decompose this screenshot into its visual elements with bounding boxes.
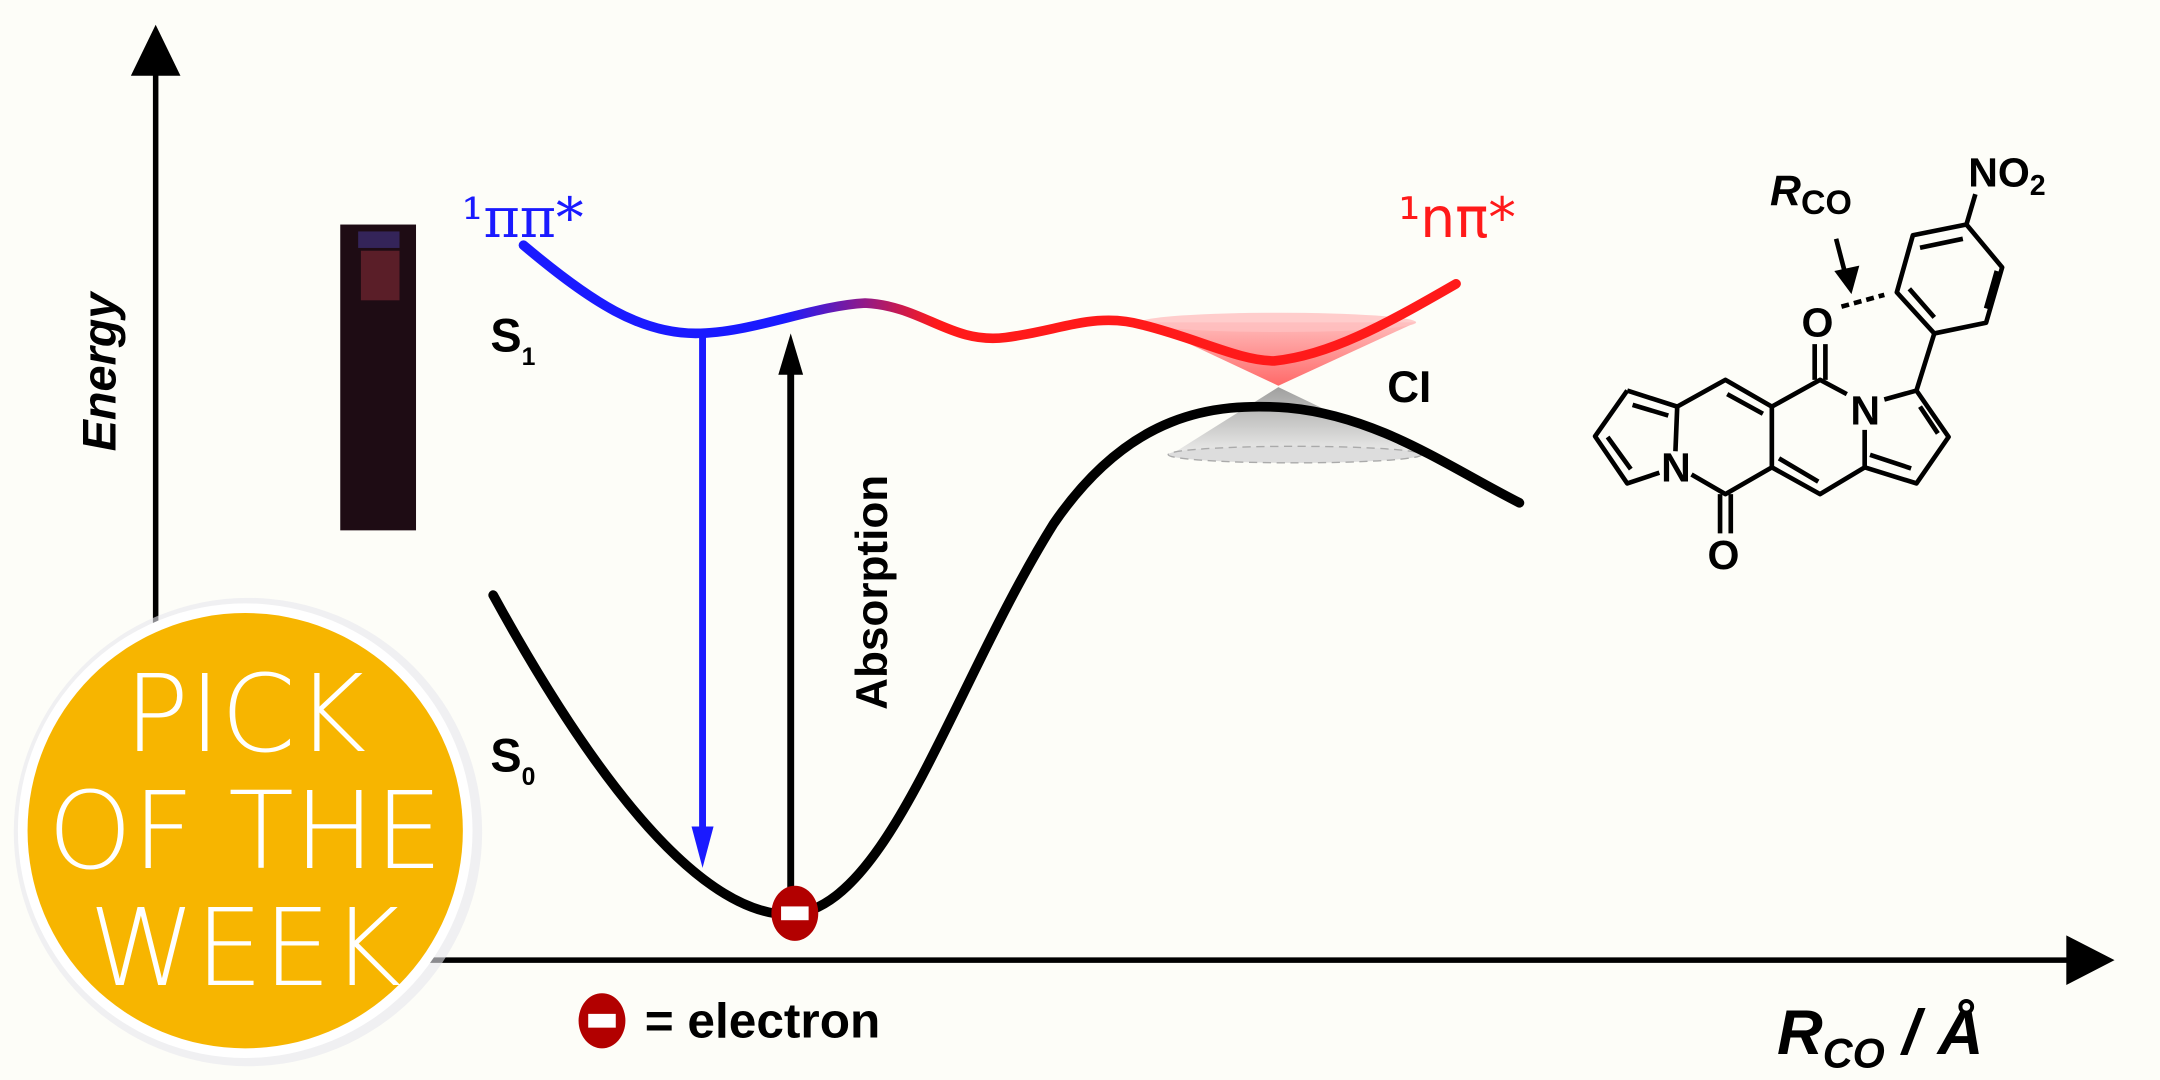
- emission-arrow: [691, 337, 714, 868]
- electron-marker: [771, 885, 819, 941]
- x-axis-label: RCO / Å: [1777, 998, 1983, 1077]
- molecule-structure: N N O O NO2 RCO: [1592, 149, 2046, 578]
- rco-label: RCO: [1770, 167, 1852, 222]
- s0-label: S0: [490, 729, 535, 791]
- badge-line-3: WEEK: [89, 886, 401, 1011]
- pick-of-the-week-badge: PICK OF THE WEEK: [13, 597, 483, 1067]
- electron-icon: [578, 993, 626, 1049]
- atom-o-top: O: [1801, 299, 1833, 345]
- conical-intersection-label: CI: [1387, 363, 1431, 412]
- absorption-arrow: [778, 333, 804, 910]
- absorption-label: Absorption: [848, 475, 897, 710]
- s1-label: S1: [490, 309, 535, 371]
- electron-legend-label: = electron: [645, 992, 881, 1048]
- s1-potential-curve: [518, 240, 1461, 366]
- x-axis: [155, 935, 2115, 985]
- badge-line-1: PICK: [124, 652, 366, 777]
- cuvette-photo: [340, 224, 417, 531]
- no2-label: NO2: [1968, 149, 2045, 202]
- pipi-state-label: ¹ππ*: [461, 186, 583, 250]
- y-axis-label: Energy: [74, 291, 126, 452]
- y-axis-arrowhead: [130, 24, 181, 76]
- electron-legend: = electron: [578, 992, 881, 1049]
- atom-n-right: N: [1850, 387, 1880, 433]
- lower-cone: [1170, 387, 1419, 455]
- npi-state-label: ¹nπ*: [1398, 186, 1516, 250]
- atom-o-bottom: O: [1708, 532, 1740, 578]
- badge-line-2: OF THE: [48, 769, 443, 894]
- x-axis-arrowhead: [2066, 935, 2115, 985]
- atom-n-left: N: [1661, 445, 1691, 491]
- s0-potential-curve: [488, 401, 1525, 920]
